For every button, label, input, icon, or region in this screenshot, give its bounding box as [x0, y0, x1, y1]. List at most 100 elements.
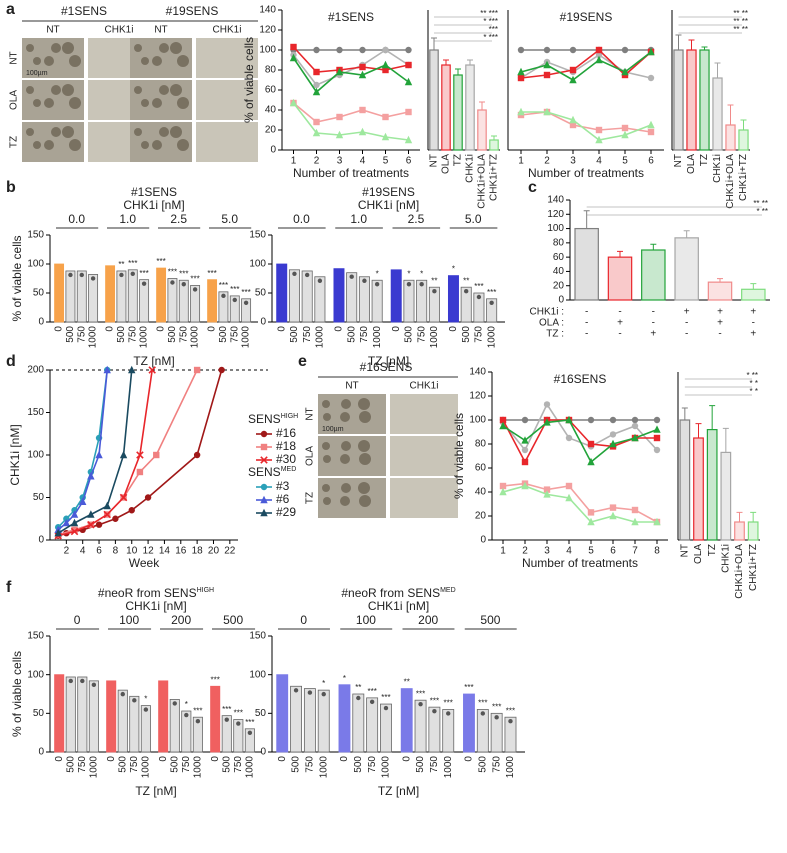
cell-cluster — [141, 57, 149, 65]
x-tick-label: 6 — [610, 546, 616, 557]
cell-cluster — [33, 141, 41, 149]
x-tick-label: OLA — [441, 154, 452, 174]
x-tick-label: CHK1i — [712, 154, 723, 183]
significance: * * — [750, 379, 758, 388]
row-label: NT — [305, 407, 316, 420]
error-bar — [709, 405, 716, 430]
cell-cluster — [177, 97, 189, 109]
cell-cluster — [359, 495, 371, 507]
marker — [358, 127, 367, 136]
marker — [120, 691, 125, 697]
error-bar — [583, 210, 590, 229]
cell-cluster — [51, 43, 61, 53]
x-tick-label: 0 — [276, 326, 287, 332]
column-label: NT — [345, 381, 358, 392]
marker — [476, 294, 482, 300]
bar — [303, 688, 316, 753]
y-tick-label: 60 — [265, 85, 277, 96]
bar — [229, 295, 240, 323]
marker — [631, 416, 639, 424]
marker — [103, 501, 111, 510]
x-tick-label: 1000 — [429, 326, 440, 349]
significance: * ** — [746, 371, 758, 380]
group-label: 0 — [300, 613, 307, 627]
bar — [314, 276, 326, 323]
cell-cluster — [340, 454, 350, 464]
micrograph — [196, 38, 258, 78]
cell-cluster — [322, 442, 330, 450]
y-tick-label: 80 — [553, 237, 565, 248]
marker — [313, 68, 320, 76]
marker — [543, 107, 551, 116]
x-tick-label: 750 — [359, 326, 370, 343]
bar — [54, 263, 65, 323]
x-tick-label: 750 — [233, 756, 244, 773]
y-tick-label: 200 — [27, 365, 44, 376]
cell-cluster — [62, 42, 74, 54]
x-tick-label: 4 — [566, 546, 572, 557]
bar — [428, 286, 440, 323]
marker — [404, 135, 413, 144]
chart-title: #neoR from SENSMED — [341, 586, 455, 600]
cell-cluster — [62, 84, 74, 96]
x-tick-label: 750 — [416, 326, 427, 343]
marker — [144, 494, 152, 501]
marker — [543, 60, 551, 69]
marker — [569, 75, 577, 84]
table-cell: - — [685, 329, 688, 340]
x-tick-label: 750 — [474, 326, 485, 343]
bar — [127, 269, 138, 323]
cell-cluster — [170, 84, 182, 96]
marker — [79, 272, 84, 278]
marker — [141, 281, 147, 286]
significance: *** — [168, 268, 177, 277]
marker — [543, 71, 551, 79]
marker — [54, 529, 62, 537]
y-tick-label: 0 — [38, 535, 44, 546]
significance: *** — [506, 706, 515, 715]
marker — [569, 121, 577, 129]
marker — [307, 690, 313, 695]
bar — [241, 298, 252, 323]
significance: ** — [404, 678, 410, 687]
marker — [621, 67, 629, 76]
marker — [192, 287, 198, 292]
marker — [621, 46, 629, 54]
series-line — [292, 102, 409, 141]
group-axis-label: CHK1i [nM] — [358, 198, 419, 212]
cell-cluster — [69, 139, 81, 151]
row-label: NT — [9, 51, 20, 64]
bar — [403, 279, 415, 323]
marker — [107, 267, 113, 272]
y-tick-label: 100 — [547, 223, 564, 234]
series-line — [502, 485, 657, 523]
cell-cluster — [33, 57, 41, 65]
x-tick-label: 750 — [302, 326, 313, 343]
series-line — [292, 57, 409, 94]
x-tick-label: 1000 — [88, 326, 99, 349]
y-tick-label: 100 — [249, 259, 266, 270]
legend-header: SENSMED — [248, 465, 296, 479]
bar — [105, 265, 116, 323]
marker — [349, 274, 354, 279]
x-tick-label: 0 — [401, 756, 412, 762]
row-label: OLA — [9, 90, 20, 110]
bar — [77, 676, 88, 753]
table-cell: + — [684, 307, 690, 318]
marker — [543, 490, 551, 498]
bar — [129, 695, 140, 753]
x-tick-label: 5 — [622, 156, 628, 167]
marker — [71, 526, 78, 533]
table-cell: - — [618, 307, 621, 318]
y-tick-label: 150 — [27, 631, 44, 642]
micrograph — [390, 394, 458, 434]
micrograph — [196, 122, 258, 162]
marker — [374, 282, 380, 287]
bar — [447, 275, 459, 323]
cell-cluster — [340, 412, 350, 422]
marker — [432, 289, 437, 294]
marker — [381, 60, 390, 69]
micrograph — [390, 436, 458, 476]
marker — [195, 719, 201, 724]
row-label: OLA — [305, 446, 316, 466]
